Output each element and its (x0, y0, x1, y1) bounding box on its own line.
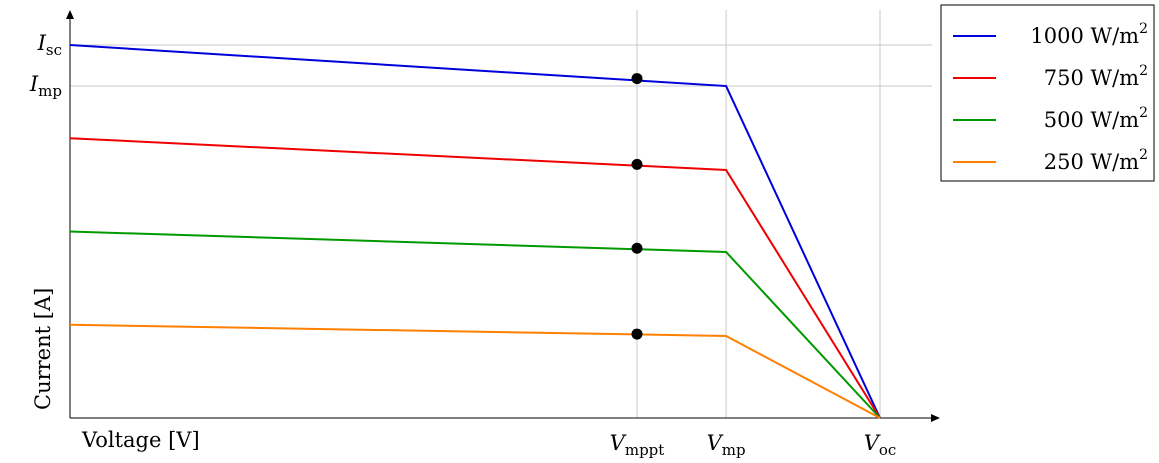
legend-label-2: 500 W/m2 (1044, 105, 1148, 132)
series-line-3 (69, 323, 881, 419)
legend-label-3: 250 W/m2 (1044, 147, 1148, 174)
legend-label-1: 750 W/m2 (1044, 63, 1148, 90)
mppt-point-3 (631, 328, 643, 340)
legend: 1000 W/m2 750 W/m2 500 W/m2 250 W/m2 (940, 4, 1155, 182)
axes (66, 10, 940, 422)
mppt-point-0 (631, 73, 643, 85)
series-line-0 (69, 44, 881, 419)
y-axis-label: Current [A] (31, 288, 55, 410)
mppt-point-1 (631, 158, 643, 170)
series-line-1 (69, 137, 881, 419)
series-line-2 (69, 230, 881, 419)
x-axis-arrow (931, 414, 940, 422)
x-tick-label-mp: Vmp (707, 431, 746, 459)
legend-box (940, 4, 1155, 182)
legend-label-0: 1000 W/m2 (1030, 21, 1148, 48)
y-tick-label-mp: Imp (29, 72, 62, 100)
x-tick-label-oc: Voc (864, 431, 897, 459)
mppt-point-2 (631, 242, 643, 254)
x-tick-label-mppt: Vmppt (610, 431, 665, 459)
y-tick-label-sc: Isc (37, 31, 62, 59)
x-axis-label: Voltage [V] (81, 428, 200, 452)
y-axis-arrow (66, 10, 74, 19)
